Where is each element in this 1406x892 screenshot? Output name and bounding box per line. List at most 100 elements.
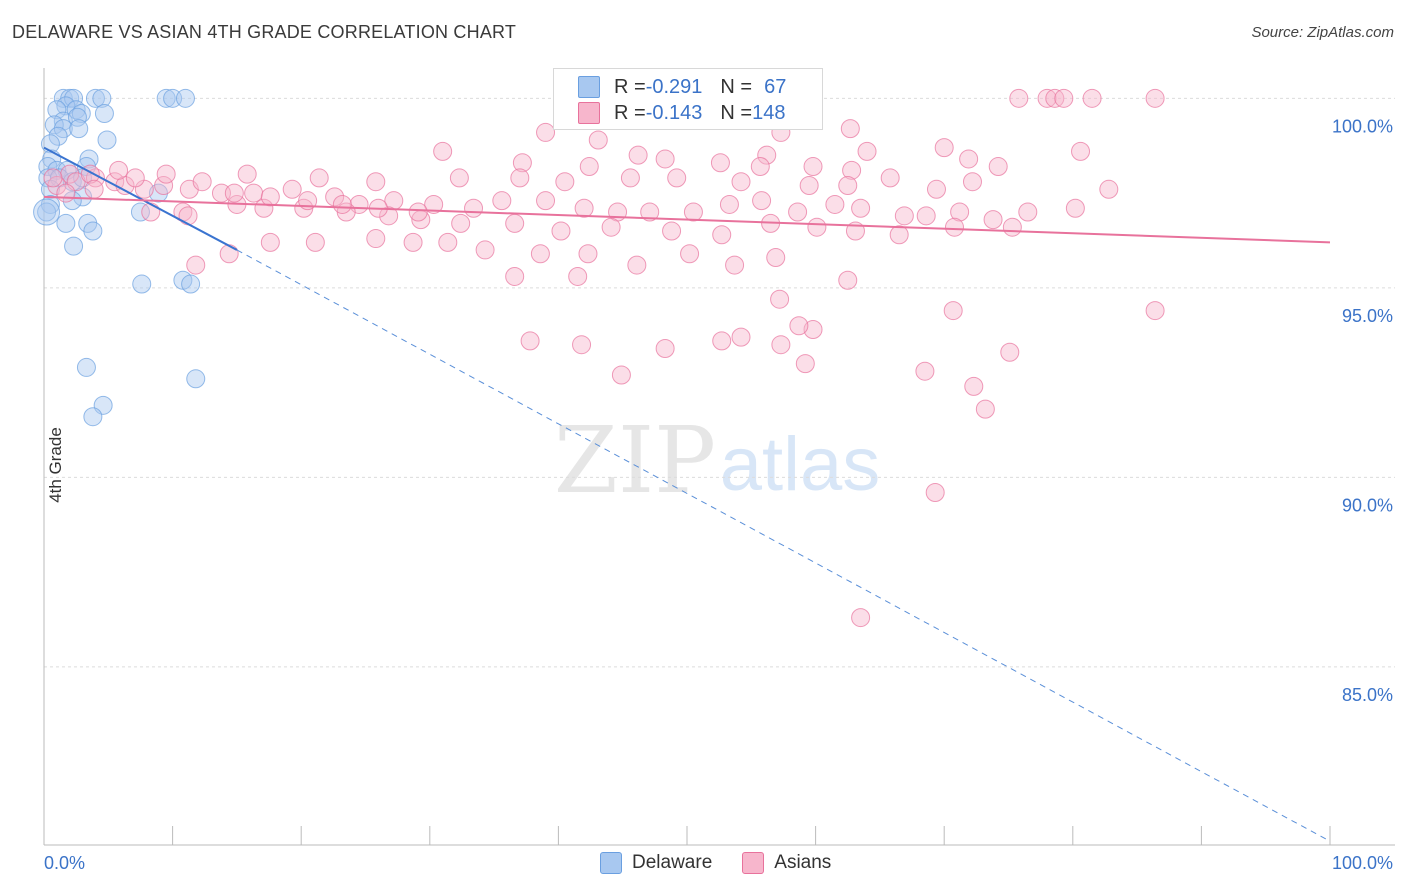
point-delaware <box>85 88 105 108</box>
point-asians <box>988 157 1008 177</box>
point-asians <box>795 354 815 374</box>
point-asians <box>366 229 386 249</box>
point-asians <box>536 122 556 142</box>
point-asians <box>403 232 423 252</box>
point-asians <box>1145 88 1165 108</box>
y-tick-label: 95.0% <box>1342 306 1393 326</box>
point-asians <box>1000 342 1020 362</box>
legend-n-value: 148 <box>752 101 786 124</box>
point-delaware <box>48 126 68 146</box>
point-asians <box>807 217 827 237</box>
point-asians <box>628 145 648 165</box>
point-asians <box>536 191 556 211</box>
point-asians <box>975 399 995 419</box>
series-legend: Delaware Asians <box>600 852 861 874</box>
point-asians <box>788 202 808 222</box>
point-asians <box>578 244 598 264</box>
x-tick-label-left: 0.0% <box>44 853 85 873</box>
point-asians <box>857 141 877 161</box>
point-asians <box>662 221 682 241</box>
point-asians <box>983 210 1003 230</box>
point-delaware <box>76 357 96 377</box>
point-asians <box>512 153 532 173</box>
point-asians <box>680 244 700 264</box>
point-asians <box>451 213 471 233</box>
point-asians <box>934 138 954 158</box>
point-asians <box>1037 88 1057 108</box>
legend-item-asians: Asians <box>742 852 831 874</box>
point-asians <box>105 172 125 192</box>
point-delaware <box>64 88 84 108</box>
point-asians <box>1145 301 1165 321</box>
point-asians <box>56 183 76 203</box>
point-asians <box>574 198 594 218</box>
point-asians <box>84 179 104 199</box>
legend-n-value: 67 <box>764 75 787 98</box>
point-asians <box>627 255 647 275</box>
point-asians <box>950 202 970 222</box>
point-asians <box>640 202 660 222</box>
point-asians <box>757 145 777 165</box>
point-asians <box>579 157 599 177</box>
legend-row-delaware: R = -0.291 N = 67 <box>578 74 786 100</box>
y-axis-title: 4th Grade <box>45 427 65 503</box>
point-asians <box>964 376 984 396</box>
point-delaware <box>79 149 99 169</box>
point-asians <box>712 331 732 351</box>
point-asians <box>731 327 751 347</box>
point-asians <box>309 168 329 188</box>
point-asians <box>725 255 745 275</box>
point-delaware <box>175 88 195 108</box>
point-asians <box>601 217 621 237</box>
point-asians <box>192 172 212 192</box>
legend-swatch-asians <box>578 102 600 124</box>
point-delaware <box>97 130 117 150</box>
point-delaware <box>71 103 91 123</box>
point-asians <box>366 172 386 192</box>
point-asians <box>530 244 550 264</box>
point-asians <box>789 316 809 336</box>
point-delaware <box>66 100 86 120</box>
point-asians <box>712 225 732 245</box>
x-tick-label-right: 100.0% <box>1332 853 1393 873</box>
legend-r-label: R = <box>614 75 646 98</box>
point-delaware <box>37 202 57 222</box>
point-asians <box>889 225 909 245</box>
point-asians <box>731 172 751 192</box>
point-asians <box>840 119 860 139</box>
point-asians <box>555 172 575 192</box>
point-asians <box>1065 198 1085 218</box>
point-asians <box>260 232 280 252</box>
point-delaware <box>69 119 89 139</box>
legend-r-value: -0.291 <box>645 75 703 98</box>
point-asians <box>464 198 484 218</box>
point-asians <box>611 365 631 385</box>
legend-r-value: -0.143 <box>645 101 703 124</box>
point-asians <box>803 157 823 177</box>
point-delaware <box>83 407 103 427</box>
point-asians <box>237 164 257 184</box>
point-asians <box>851 608 871 628</box>
point-asians <box>1002 217 1022 237</box>
point-asians <box>925 483 945 503</box>
point-delaware <box>33 198 61 226</box>
chart-source: Source: ZipAtlas.com <box>1251 24 1394 41</box>
point-delaware <box>130 202 150 222</box>
point-asians <box>449 168 469 188</box>
point-asians <box>916 206 936 226</box>
point-asians <box>752 191 772 211</box>
y-tick-label: 100.0% <box>1332 116 1393 136</box>
point-asians <box>282 179 302 199</box>
point-asians <box>750 157 770 177</box>
data-points <box>33 88 1165 628</box>
legend-swatch-asians <box>742 852 765 874</box>
point-asians <box>683 202 703 222</box>
trend-asians <box>43 195 1331 244</box>
point-asians <box>505 266 525 286</box>
point-asians <box>156 164 176 184</box>
point-asians <box>433 141 453 161</box>
legend-label-delaware: Delaware <box>632 852 713 873</box>
point-asians <box>219 244 239 264</box>
point-delaware <box>53 88 73 108</box>
point-asians <box>224 183 244 203</box>
